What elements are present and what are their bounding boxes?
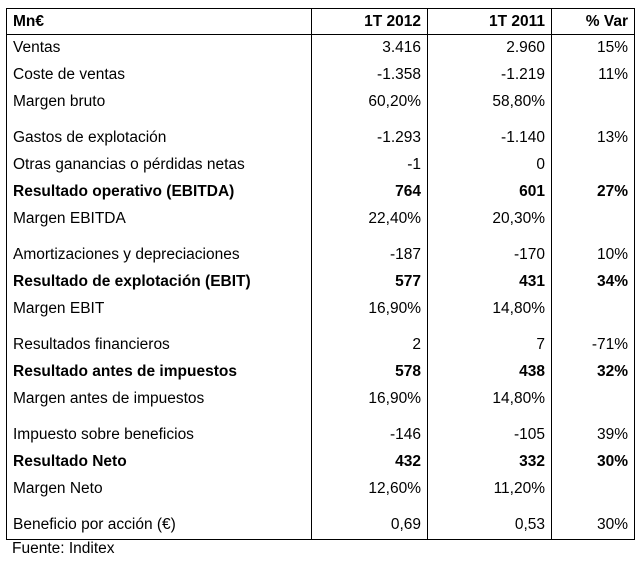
- value-pct-var: 15%: [551, 34, 635, 62]
- value-1t-2012: 578: [311, 358, 428, 386]
- value-1t-2011: 438: [427, 358, 552, 386]
- row-label: Margen bruto: [6, 88, 312, 116]
- table-row: Coste de ventas -1.358 -1.219 11%: [6, 61, 635, 89]
- value-1t-2012: -146: [311, 412, 428, 449]
- row-label: Margen EBITDA: [6, 205, 312, 233]
- value-1t-2012: 12,60%: [311, 475, 428, 503]
- header-1t-2011: 1T 2011: [427, 8, 552, 35]
- value-pct-var: [551, 295, 635, 323]
- table-row: Ventas 3.416 2.960 15%: [6, 34, 635, 62]
- table-header-row: Mn€ 1T 2012 1T 2011 % Var: [6, 8, 635, 35]
- row-label: Ventas: [6, 34, 312, 62]
- value-pct-var: 30%: [551, 502, 635, 539]
- value-pct-var: 27%: [551, 178, 635, 206]
- value-pct-var: [551, 205, 635, 233]
- header-units: Mn€: [6, 8, 312, 35]
- value-1t-2011: 2.960: [427, 34, 552, 62]
- value-1t-2012: 16,90%: [311, 385, 428, 413]
- value-1t-2011: 601: [427, 178, 552, 206]
- table-row: Beneficio por acción (€) 0,69 0,53 30%: [6, 502, 635, 539]
- value-1t-2011: -1.219: [427, 61, 552, 89]
- value-1t-2012: 577: [311, 268, 428, 296]
- table-row: Margen Neto 12,60% 11,20%: [6, 475, 635, 503]
- value-pct-var: 34%: [551, 268, 635, 296]
- row-label: Beneficio por acción (€): [6, 502, 312, 539]
- table-row: Resultado de explotación (EBIT) 577 431 34%: [6, 268, 635, 296]
- row-label: Impuesto sobre beneficios: [6, 412, 312, 449]
- table-row: Amortizaciones y depreciaciones -187 -170 1…: [6, 232, 635, 269]
- table-row: Margen bruto 60,20% 58,80%: [6, 88, 635, 116]
- row-label: Margen Neto: [6, 475, 312, 503]
- value-pct-var: 39%: [551, 412, 635, 449]
- value-1t-2012: 3.416: [311, 34, 428, 62]
- row-label: Gastos de explotación: [6, 115, 312, 152]
- value-1t-2012: -1: [311, 151, 428, 179]
- table-row: Resultados financieros 2 7 -71%: [6, 322, 635, 359]
- row-label: Resultado operativo (EBITDA): [6, 178, 312, 206]
- table-body: Ventas 3.416 2.960 15% Coste de ventas -1.358…: [6, 34, 635, 539]
- table-row: Resultado operativo (EBITDA) 764 601 27%: [6, 178, 635, 206]
- value-1t-2012: -1.358: [311, 61, 428, 89]
- table-row: Resultado Neto 432 332 30%: [6, 448, 635, 476]
- value-1t-2011: 7: [427, 322, 552, 359]
- value-pct-var: 13%: [551, 115, 635, 152]
- value-1t-2012: 60,20%: [311, 88, 428, 116]
- value-1t-2011: 431: [427, 268, 552, 296]
- row-label: Resultado Neto: [6, 448, 312, 476]
- value-1t-2011: -1.140: [427, 115, 552, 152]
- value-1t-2011: -170: [427, 232, 552, 269]
- row-label: Amortizaciones y depreciaciones: [6, 232, 312, 269]
- value-1t-2011: 20,30%: [427, 205, 552, 233]
- value-1t-2011: 11,20%: [427, 475, 552, 503]
- value-pct-var: [551, 475, 635, 503]
- value-1t-2011: 0: [427, 151, 552, 179]
- value-1t-2011: 332: [427, 448, 552, 476]
- value-1t-2011: 0,53: [427, 502, 552, 539]
- value-pct-var: -71%: [551, 322, 635, 359]
- table-row: Gastos de explotación -1.293 -1.140 13%: [6, 115, 635, 152]
- value-1t-2011: -105: [427, 412, 552, 449]
- value-pct-var: [551, 88, 635, 116]
- value-pct-var: 32%: [551, 358, 635, 386]
- value-1t-2011: 58,80%: [427, 88, 552, 116]
- row-label: Resultado antes de impuestos: [6, 358, 312, 386]
- financial-results-table: Mn€ 1T 2012 1T 2011 % Var Ventas 3.416 2.9…: [6, 8, 635, 540]
- header-pct-var: % Var: [551, 8, 635, 35]
- table-row: Impuesto sobre beneficios -146 -105 39%: [6, 412, 635, 449]
- value-1t-2012: 432: [311, 448, 428, 476]
- value-1t-2012: -1.293: [311, 115, 428, 152]
- row-label: Margen EBIT: [6, 295, 312, 323]
- row-label: Margen antes de impuestos: [6, 385, 312, 413]
- row-label: Coste de ventas: [6, 61, 312, 89]
- value-1t-2012: 0,69: [311, 502, 428, 539]
- table-row: Margen EBIT 16,90% 14,80%: [6, 295, 635, 323]
- value-1t-2011: 14,80%: [427, 295, 552, 323]
- row-label: Resultados financieros: [6, 322, 312, 359]
- table-row: Margen EBITDA 22,40% 20,30%: [6, 205, 635, 233]
- table-row: Resultado antes de impuestos 578 438 32%: [6, 358, 635, 386]
- source-note: Fuente: Inditex: [12, 540, 115, 557]
- row-label: Otras ganancias o pérdidas netas: [6, 151, 312, 179]
- value-pct-var: 10%: [551, 232, 635, 269]
- value-pct-var: 11%: [551, 61, 635, 89]
- row-label: Resultado de explotación (EBIT): [6, 268, 312, 296]
- value-1t-2012: 22,40%: [311, 205, 428, 233]
- value-pct-var: [551, 385, 635, 413]
- table-row: Otras ganancias o pérdidas netas -1 0: [6, 151, 635, 179]
- value-pct-var: 30%: [551, 448, 635, 476]
- value-1t-2012: 16,90%: [311, 295, 428, 323]
- header-1t-2012: 1T 2012: [311, 8, 428, 35]
- value-1t-2012: 764: [311, 178, 428, 206]
- financial-results-table-container: Mn€ 1T 2012 1T 2011 % Var Ventas 3.416 2.9…: [6, 8, 635, 540]
- value-1t-2011: 14,80%: [427, 385, 552, 413]
- value-1t-2012: -187: [311, 232, 428, 269]
- value-pct-var: [551, 151, 635, 179]
- table-row: Margen antes de impuestos 16,90% 14,80%: [6, 385, 635, 413]
- value-1t-2012: 2: [311, 322, 428, 359]
